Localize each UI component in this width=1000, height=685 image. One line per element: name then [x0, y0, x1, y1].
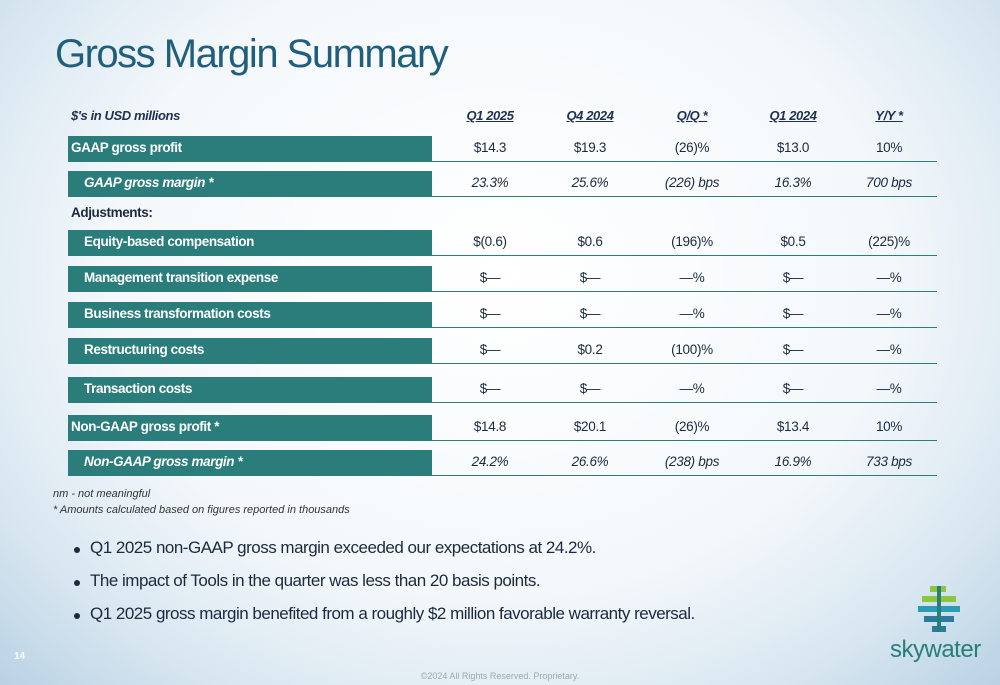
row-label-bg: [68, 136, 432, 162]
bullet-text: Q1 2025 non-GAAP gross margin exceeded o…: [90, 538, 596, 557]
row-label: Management transition expense: [84, 270, 278, 285]
row-label: Non-GAAP gross profit *: [71, 419, 220, 434]
row-rule: [432, 196, 937, 197]
row-label-bg: [68, 450, 432, 476]
footnote: * Amounts calculated based on figures re…: [53, 504, 350, 516]
column-header: Q/Q *: [676, 108, 708, 123]
column-header: Q1 2025: [466, 108, 514, 123]
cell-value: $20.1: [573, 419, 607, 434]
cell-value: $—: [579, 270, 601, 285]
row-label-bg: [68, 171, 432, 197]
page-number: 14: [14, 651, 26, 662]
bullet-dot: [74, 580, 80, 586]
logo-text: skywater: [890, 636, 981, 663]
row-label-bg: [68, 266, 432, 292]
row-rule: [432, 475, 937, 476]
row-rule: [432, 161, 937, 162]
cell-value: $0.5: [780, 234, 806, 249]
cell-value: (100)%: [671, 342, 713, 357]
cell-value: 10%: [875, 140, 903, 155]
cell-value: (26)%: [674, 140, 710, 155]
cell-value: $—: [782, 381, 804, 396]
cell-value: 700 bps: [866, 175, 912, 190]
cell-value: —%: [876, 306, 902, 321]
row-rule: [432, 291, 937, 292]
row-rule: [432, 327, 937, 328]
cell-value: —%: [679, 306, 705, 321]
cell-value: —%: [876, 270, 902, 285]
row-label: Equity-based compensation: [84, 234, 255, 249]
cell-value: $—: [479, 306, 501, 321]
row-label: Restructuring costs: [84, 342, 204, 357]
cell-value: (26)%: [674, 419, 710, 434]
row-rule: [432, 402, 937, 403]
cell-value: $—: [579, 306, 601, 321]
cell-value: 16.3%: [774, 175, 812, 190]
row-label-bg: [68, 377, 432, 403]
cell-value: $—: [479, 342, 501, 357]
cell-value: (225)%: [868, 234, 910, 249]
cell-value: (238) bps: [664, 454, 720, 469]
row-label: GAAP gross margin *: [84, 175, 214, 190]
row-label-bg: [68, 230, 432, 256]
row-label-bg: [68, 415, 432, 441]
cell-value: 24.2%: [471, 454, 509, 469]
column-header: Q1 2024: [769, 108, 817, 123]
cell-value: $—: [782, 306, 804, 321]
cell-value: —%: [876, 342, 902, 357]
bullet-text: The impact of Tools in the quarter was l…: [90, 571, 541, 590]
row-label: Adjustments:: [71, 205, 153, 220]
cell-value: —%: [876, 381, 902, 396]
cell-value: $13.0: [776, 140, 810, 155]
cell-value: $—: [479, 381, 501, 396]
copyright: ©2024 All Rights Reserved. Proprietary.: [420, 671, 580, 681]
row-label-bg: [68, 302, 432, 328]
cell-value: 733 bps: [866, 454, 912, 469]
cell-value: $—: [782, 270, 804, 285]
cell-value: 23.3%: [471, 175, 509, 190]
cell-value: (196)%: [671, 234, 713, 249]
cell-value: $0.6: [577, 234, 603, 249]
row-label: GAAP gross profit: [71, 140, 182, 155]
logo-icon: [918, 586, 960, 632]
cell-value: $—: [579, 381, 601, 396]
cell-value: $—: [782, 342, 804, 357]
cell-value: $(0.6): [473, 234, 507, 249]
row-label: Business transformation costs: [84, 306, 271, 321]
cell-value: $13.4: [776, 419, 810, 434]
cell-value: $0.2: [577, 342, 603, 357]
bullet-dot: [74, 613, 80, 619]
row-rule: [432, 440, 937, 441]
cell-value: (226) bps: [664, 175, 720, 190]
bullet-dot: [74, 547, 80, 553]
cell-value: $14.8: [473, 419, 507, 434]
cell-value: 16.9%: [774, 454, 812, 469]
column-header: Q4 2024: [566, 108, 614, 123]
cell-value: $14.3: [473, 140, 507, 155]
row-label: Non-GAAP gross margin *: [84, 454, 243, 469]
footnote: nm - not meaningful: [53, 488, 151, 500]
row-rule: [432, 363, 937, 364]
cell-value: $19.3: [573, 140, 607, 155]
cell-value: —%: [679, 381, 705, 396]
bullet-text: Q1 2025 gross margin benefited from a ro…: [90, 604, 695, 623]
cell-value: —%: [679, 270, 705, 285]
column-header: Y/Y *: [875, 108, 903, 123]
cell-value: 26.6%: [571, 454, 609, 469]
cell-value: $—: [479, 270, 501, 285]
row-label: Transaction costs: [84, 381, 192, 396]
cell-value: 10%: [875, 419, 903, 434]
row-label-bg: [68, 338, 432, 364]
row-rule: [432, 255, 937, 256]
unit-label: $'s in USD millions: [71, 108, 180, 123]
cell-value: 25.6%: [571, 175, 609, 190]
title: Gross Margin Summary: [55, 32, 449, 76]
